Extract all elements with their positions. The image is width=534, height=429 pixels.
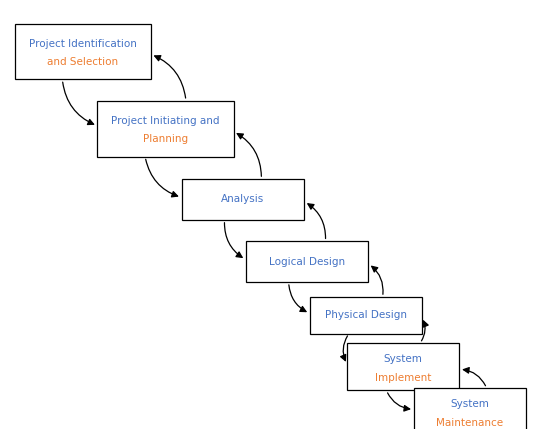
Text: and Selection: and Selection: [47, 57, 119, 67]
Text: Project Identification: Project Identification: [29, 39, 137, 49]
FancyBboxPatch shape: [182, 179, 304, 220]
FancyBboxPatch shape: [246, 241, 368, 282]
Text: Physical Design: Physical Design: [325, 310, 407, 320]
Text: Project Initiating and: Project Initiating and: [111, 116, 220, 126]
Text: Maintenance: Maintenance: [436, 417, 504, 428]
Text: Planning: Planning: [143, 134, 188, 145]
FancyBboxPatch shape: [310, 297, 422, 334]
Text: System: System: [451, 399, 489, 409]
Text: Logical Design: Logical Design: [269, 257, 345, 267]
FancyBboxPatch shape: [97, 101, 234, 157]
FancyBboxPatch shape: [347, 343, 459, 390]
Text: Implement: Implement: [375, 372, 431, 383]
Text: Analysis: Analysis: [222, 194, 264, 205]
FancyBboxPatch shape: [414, 388, 526, 429]
FancyBboxPatch shape: [14, 24, 151, 79]
Text: System: System: [384, 354, 422, 364]
